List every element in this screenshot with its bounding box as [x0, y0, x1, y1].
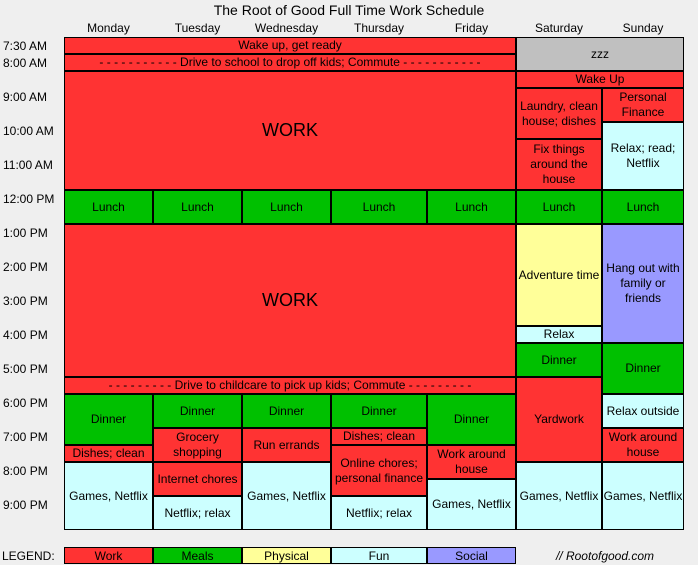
block-dinner-monday: Dinner [64, 394, 153, 445]
block-saturday-fix-things: Fix things around the house [516, 139, 602, 190]
block-wake-up-weekday: Wake up, get ready [64, 37, 516, 54]
day-header-sunday: Sunday [622, 20, 664, 35]
time-label: 9:00 AM [3, 89, 48, 104]
block-lunch-friday: Lunch [427, 190, 516, 224]
time-label: 12:00 PM [3, 191, 55, 206]
legend-meals: Meals [153, 547, 242, 564]
block-lunch-tuesday: Lunch [153, 190, 242, 224]
legend-work: Work [64, 547, 153, 564]
block-lunch-monday: Lunch [64, 190, 153, 224]
block-saturday-relax: Relax [516, 326, 602, 343]
time-label: 2:00 PM [3, 259, 48, 274]
day-header-tuesday: Tuesday [174, 20, 221, 35]
block-friday-games: Games, Netflix [427, 479, 516, 530]
time-label: 8:00 PM [3, 463, 48, 478]
schedule-title: The Root of Good Full Time Work Schedule [213, 1, 485, 18]
day-header-monday: Monday [87, 20, 130, 35]
day-header-wednesday: Wednesday [254, 20, 319, 35]
block-evening-commute: - - - - - - - - - Drive to childcare to … [64, 377, 516, 394]
time-label: 4:00 PM [3, 327, 48, 342]
legend-label: LEGEND: [2, 548, 55, 563]
time-label: 7:30 AM [3, 38, 48, 53]
block-tuesday-grocery: Grocery shopping [153, 428, 242, 462]
block-sunday-work-around-house: Work around house [602, 428, 684, 462]
legend-fun: Fun [331, 547, 427, 564]
block-saturday-adventure: Adventure time [516, 224, 602, 326]
time-label: 5:00 PM [3, 361, 48, 376]
block-wednesday-errands: Run errands [242, 428, 331, 462]
block-wednesday-games: Games, Netflix [242, 462, 331, 530]
block-morning-commute: - - - - - - - - - - - Drive to school to… [64, 54, 516, 71]
time-label: 10:00 AM [3, 123, 54, 138]
time-label: 11:00 AM [3, 157, 53, 172]
block-dinner-tuesday: Dinner [153, 394, 242, 428]
block-lunch-wednesday: Lunch [242, 190, 331, 224]
block-dinner-saturday: Dinner [516, 343, 602, 377]
block-sleep-weekend: zzz [516, 37, 684, 71]
block-monday-games: Games, Netflix [64, 462, 153, 530]
block-tuesday-netflix: Netflix; relax [153, 496, 242, 530]
block-saturday-yardwork: Yardwork [516, 377, 602, 462]
block-dinner-sunday: Dinner [602, 343, 684, 394]
block-sunday-relax-outside: Relax outside [602, 394, 684, 428]
time-label: 3:00 PM [3, 293, 48, 308]
block-monday-dishes: Dishes; clean [64, 445, 153, 462]
legend-social: Social [427, 547, 516, 564]
time-label: 7:00 PM [3, 429, 48, 444]
legend-physical: Physical [242, 547, 331, 564]
block-friday-work-around-house: Work around house [427, 445, 516, 479]
block-saturday-chores: Laundry, clean house; dishes [516, 88, 602, 139]
block-work-morning: WORK [64, 71, 516, 190]
block-saturday-games: Games, Netflix [516, 462, 602, 530]
time-label: 6:00 PM [3, 395, 48, 410]
site-credit: // Rootofgood.com [555, 548, 655, 563]
time-label: 9:00 PM [3, 497, 48, 512]
day-header-saturday: Saturday [534, 20, 584, 35]
block-sunday-finance: Personal Finance [602, 88, 684, 122]
block-lunch-thursday: Lunch [331, 190, 427, 224]
day-header-friday: Friday [454, 20, 489, 35]
block-dinner-friday: Dinner [427, 394, 516, 445]
block-thursday-dishes: Dishes; clean [331, 428, 427, 445]
block-tuesday-internet-chores: Internet chores [153, 462, 242, 496]
block-sunday-social: Hang out with family or friends [602, 224, 684, 343]
block-dinner-thursday: Dinner [331, 394, 427, 428]
block-sunday-relax: Relax; read; Netflix [602, 122, 684, 190]
block-lunch-saturday: Lunch [516, 190, 602, 224]
day-header-thursday: Thursday [353, 20, 405, 35]
block-wake-up-weekend: Wake Up [516, 71, 684, 88]
block-dinner-wednesday: Dinner [242, 394, 331, 428]
block-thursday-netflix: Netflix; relax [331, 496, 427, 530]
time-label: 1:00 PM [3, 225, 48, 240]
block-sunday-games: Games, Netflix [602, 462, 684, 530]
block-thursday-online-chores: Online chores; personal finance [331, 445, 427, 496]
block-lunch-sunday: Lunch [602, 190, 684, 224]
time-label: 8:00 AM [3, 55, 48, 70]
block-work-afternoon: WORK [64, 224, 516, 377]
